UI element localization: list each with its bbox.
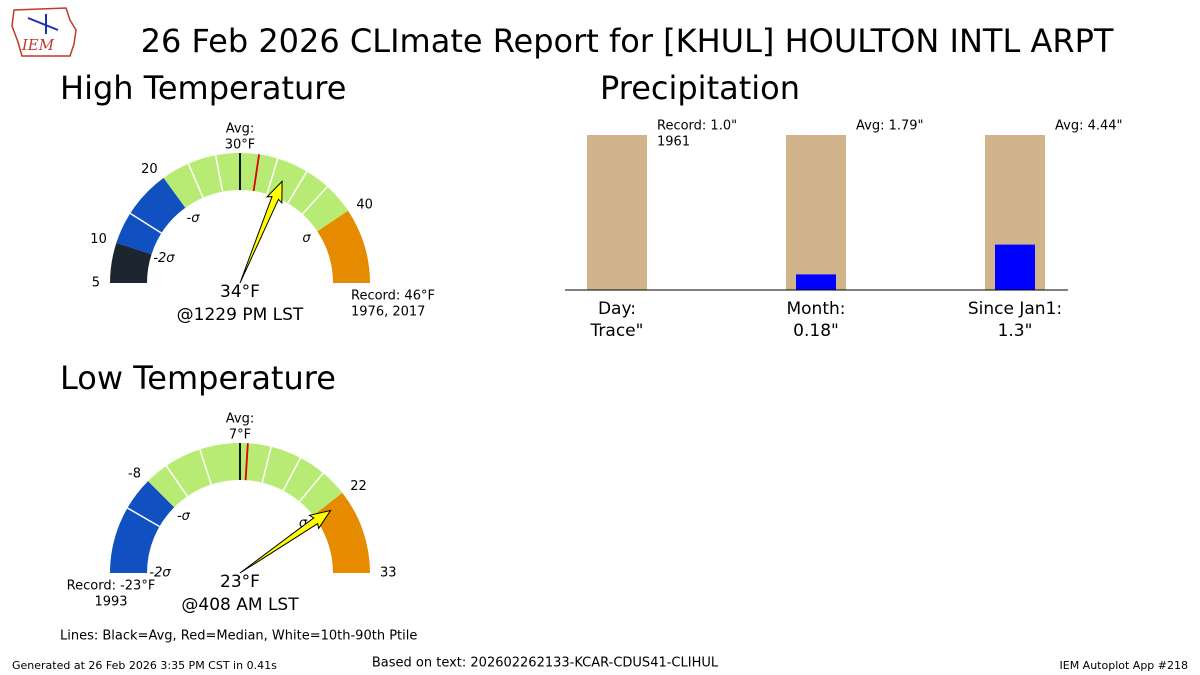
gauge-band bbox=[163, 152, 349, 232]
percentile-line bbox=[287, 171, 308, 204]
gauge-band bbox=[317, 210, 370, 283]
avg-label: Avg: bbox=[226, 412, 254, 427]
logo-text: IEM bbox=[21, 36, 55, 54]
observed-bar bbox=[995, 244, 1035, 290]
time-label: @408 AM LST bbox=[181, 595, 299, 615]
percentile-line bbox=[199, 449, 212, 485]
category-label: Since Jan1: bbox=[968, 299, 1062, 319]
value-label: 34°F bbox=[220, 282, 260, 302]
gauge-tick-label: 5 bbox=[92, 276, 100, 291]
value-label: 23°F bbox=[220, 572, 260, 592]
record-label: 1976, 2017 bbox=[351, 305, 425, 320]
percentile-line bbox=[298, 472, 324, 503]
logo-icon bbox=[27, 17, 59, 31]
logo: IEM bbox=[11, 7, 77, 57]
footer-generated: Generated at 26 Feb 2026 3:35 PM CST in … bbox=[12, 659, 277, 672]
percentile-line bbox=[165, 465, 188, 497]
reference-bar bbox=[587, 135, 647, 290]
record-label: Record: -23°F bbox=[67, 579, 156, 594]
logo-outline bbox=[11, 7, 77, 57]
footer-source: Based on text: 202602262133-KCAR-CDUS41-… bbox=[372, 656, 719, 671]
observed-label: Trace" bbox=[590, 321, 644, 341]
median-line bbox=[252, 154, 260, 192]
sigma-label: -σ bbox=[187, 211, 201, 226]
gauge-tick-label: 33 bbox=[380, 566, 397, 581]
sigma-label: -σ bbox=[177, 509, 191, 524]
category-label: Month: bbox=[786, 299, 845, 319]
gauge-band bbox=[116, 177, 186, 255]
median-line bbox=[244, 443, 249, 481]
chart-title: Precipitation bbox=[600, 69, 800, 107]
reference-bar bbox=[786, 135, 846, 290]
reference-label: Avg: 4.44" bbox=[1055, 119, 1123, 134]
gauge-title: High Temperature bbox=[60, 69, 346, 107]
gauge-band bbox=[110, 481, 175, 573]
category-label: Day: bbox=[598, 299, 636, 319]
percentile-line bbox=[266, 158, 279, 195]
gauge-band bbox=[110, 242, 152, 283]
time-label: @1229 PM LST bbox=[177, 305, 304, 325]
percentile-line bbox=[187, 163, 204, 198]
percentile-line bbox=[261, 446, 272, 483]
value-arrow bbox=[239, 180, 283, 284]
legend-note: Lines: Black=Avg, Red=Median, White=10th… bbox=[60, 629, 417, 644]
gauge-tick-label: 22 bbox=[350, 479, 367, 494]
reference-label: Record: 1.0" bbox=[657, 119, 737, 134]
observed-label: 1.3" bbox=[998, 321, 1033, 341]
observed-bar bbox=[796, 274, 836, 290]
reference-label: Avg: 1.79" bbox=[856, 119, 924, 134]
sigma-label: -2σ bbox=[153, 251, 175, 266]
sigma-label: -2σ bbox=[149, 566, 171, 581]
percentile-line bbox=[129, 212, 162, 234]
gauge-tick-label: -8 bbox=[128, 467, 141, 482]
percentile-line bbox=[127, 507, 160, 528]
observed-label: 0.18" bbox=[793, 321, 839, 341]
sigma-label: σ bbox=[302, 231, 311, 246]
gauge-tick-label: 10 bbox=[90, 232, 107, 247]
reference-label: 1961 bbox=[657, 135, 690, 150]
record-label: 1993 bbox=[94, 595, 127, 610]
gauge-tick-label: 40 bbox=[356, 198, 373, 213]
record-label: Record: 46°F bbox=[351, 289, 435, 304]
value-arrow bbox=[239, 509, 332, 574]
percentile-line bbox=[214, 155, 224, 192]
percentile-line bbox=[282, 457, 302, 492]
avg-label: 30°F bbox=[225, 138, 256, 153]
gauge-tick-label: 20 bbox=[141, 162, 158, 177]
footer-app: IEM Autoplot App #218 bbox=[1060, 659, 1189, 672]
gauge-title: Low Temperature bbox=[60, 359, 336, 397]
page-title: 26 Feb 2026 CLImate Report for [KHUL] HO… bbox=[141, 22, 1114, 60]
sigma-label: σ bbox=[299, 516, 308, 531]
avg-label: 7°F bbox=[229, 428, 251, 443]
avg-label: Avg: bbox=[226, 122, 254, 137]
percentile-line bbox=[301, 186, 328, 215]
